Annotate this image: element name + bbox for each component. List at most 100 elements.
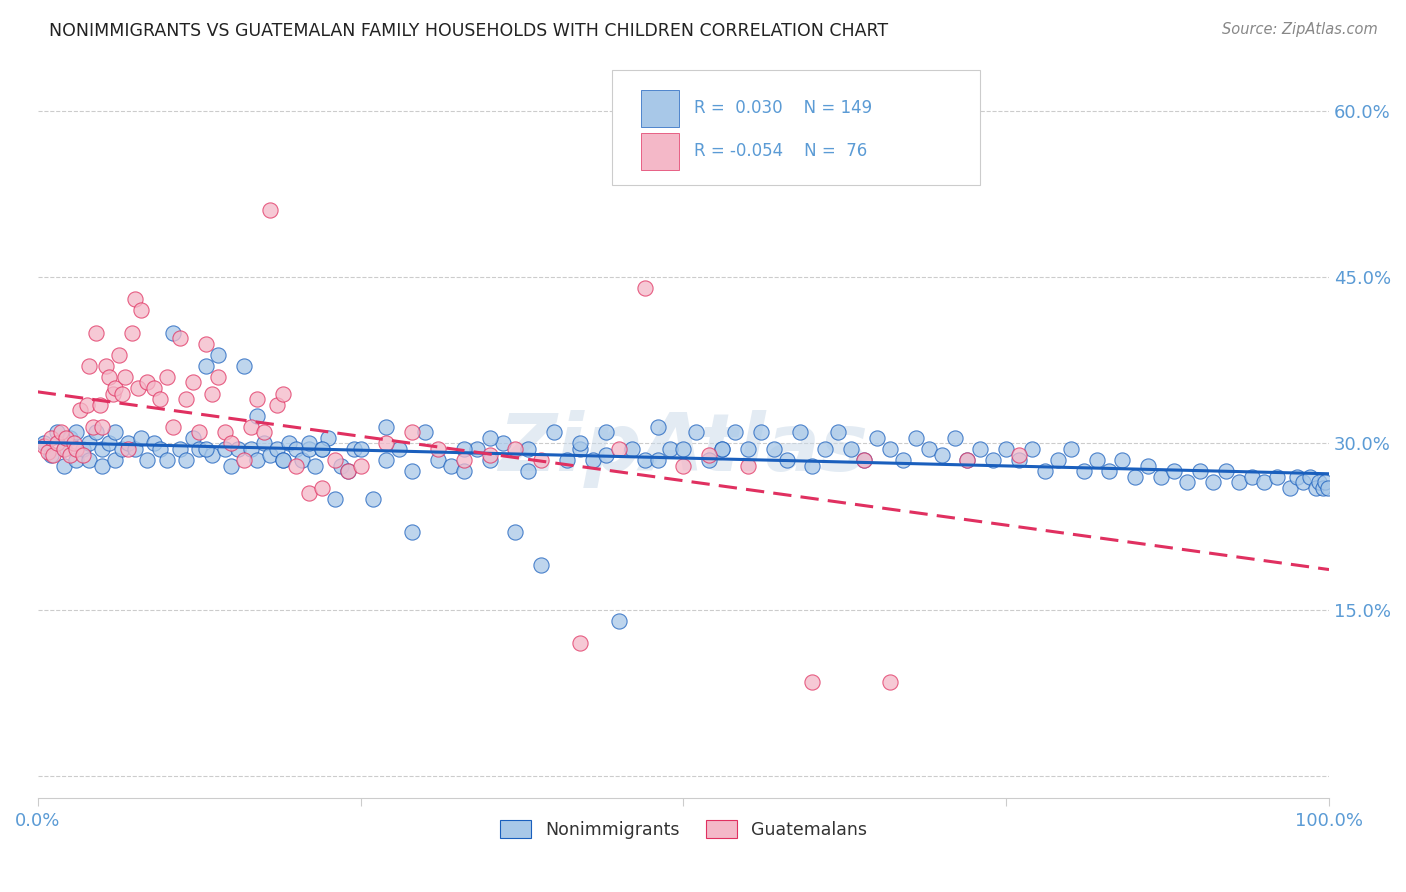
Point [633, 281, 655, 295]
Point [375, 453, 398, 467]
Point [330, 458, 353, 473]
Point [478, 431, 501, 445]
Point [79, 359, 101, 373]
Point [311, 442, 333, 456]
Point [1150, 469, 1173, 483]
Point [1298, 469, 1320, 483]
Point [94, 359, 117, 373]
Point [117, 442, 139, 456]
Point [343, 442, 366, 456]
Point [46, 425, 69, 440]
Point [737, 442, 759, 456]
Point [672, 458, 695, 473]
Point [97, 370, 120, 384]
Point [127, 381, 149, 395]
Point [1046, 453, 1069, 467]
Point [427, 453, 450, 467]
Point [789, 425, 811, 440]
Point [233, 453, 256, 467]
Point [221, 436, 243, 450]
Point [956, 453, 979, 467]
Point [1313, 475, 1336, 490]
Point [298, 442, 321, 456]
Point [1137, 458, 1160, 473]
Point [659, 442, 682, 456]
Point [1308, 475, 1330, 490]
Point [169, 442, 191, 456]
Point [101, 386, 124, 401]
Point [943, 431, 966, 445]
Point [72, 448, 94, 462]
Point [42, 448, 65, 462]
Point [246, 453, 269, 467]
Point [271, 453, 294, 467]
Point [311, 481, 333, 495]
Point [201, 386, 224, 401]
Point [995, 442, 1018, 456]
Point [918, 442, 941, 456]
Point [156, 453, 179, 467]
Point [59, 448, 82, 462]
Point [505, 442, 527, 456]
Point [1292, 475, 1315, 490]
Point [278, 436, 301, 450]
Point [188, 442, 211, 456]
Point [478, 448, 501, 462]
Point [136, 376, 159, 390]
Point [39, 448, 62, 462]
Point [981, 453, 1004, 467]
Point [259, 203, 281, 218]
Point [162, 419, 184, 434]
Point [453, 464, 475, 478]
Point [111, 386, 134, 401]
Point [1163, 464, 1185, 478]
Point [1098, 464, 1121, 478]
Point [181, 376, 204, 390]
Point [530, 558, 553, 573]
Text: ZipAtlas: ZipAtlas [498, 410, 869, 488]
Point [108, 348, 131, 362]
Point [1202, 475, 1225, 490]
Point [607, 442, 630, 456]
Point [52, 442, 75, 456]
FancyBboxPatch shape [613, 70, 980, 186]
Point [931, 448, 953, 462]
Point [156, 370, 179, 384]
Point [246, 409, 269, 423]
Point [207, 370, 229, 384]
Point [801, 675, 824, 690]
Point [46, 436, 69, 450]
Point [1073, 464, 1095, 478]
Point [737, 458, 759, 473]
Point [363, 491, 385, 506]
Point [1253, 475, 1275, 490]
Point [749, 425, 772, 440]
Point [79, 453, 101, 467]
Point [76, 398, 98, 412]
Point [304, 458, 326, 473]
Point [121, 326, 143, 340]
Point [595, 448, 617, 462]
Point [214, 442, 236, 456]
Point [266, 442, 288, 456]
Point [569, 636, 592, 650]
Point [530, 453, 553, 467]
Point [853, 453, 876, 467]
Point [814, 442, 837, 456]
Point [266, 398, 288, 412]
Point [336, 464, 359, 478]
Point [801, 458, 824, 473]
Point [569, 436, 592, 450]
Point [633, 453, 655, 467]
Point [607, 614, 630, 628]
Point [84, 425, 107, 440]
Point [284, 458, 307, 473]
Point [37, 445, 59, 459]
Point [1312, 481, 1334, 495]
Point [32, 439, 55, 453]
Point [174, 392, 197, 406]
Point [1123, 469, 1146, 483]
Point [91, 419, 114, 434]
Point [349, 458, 371, 473]
Point [904, 431, 927, 445]
